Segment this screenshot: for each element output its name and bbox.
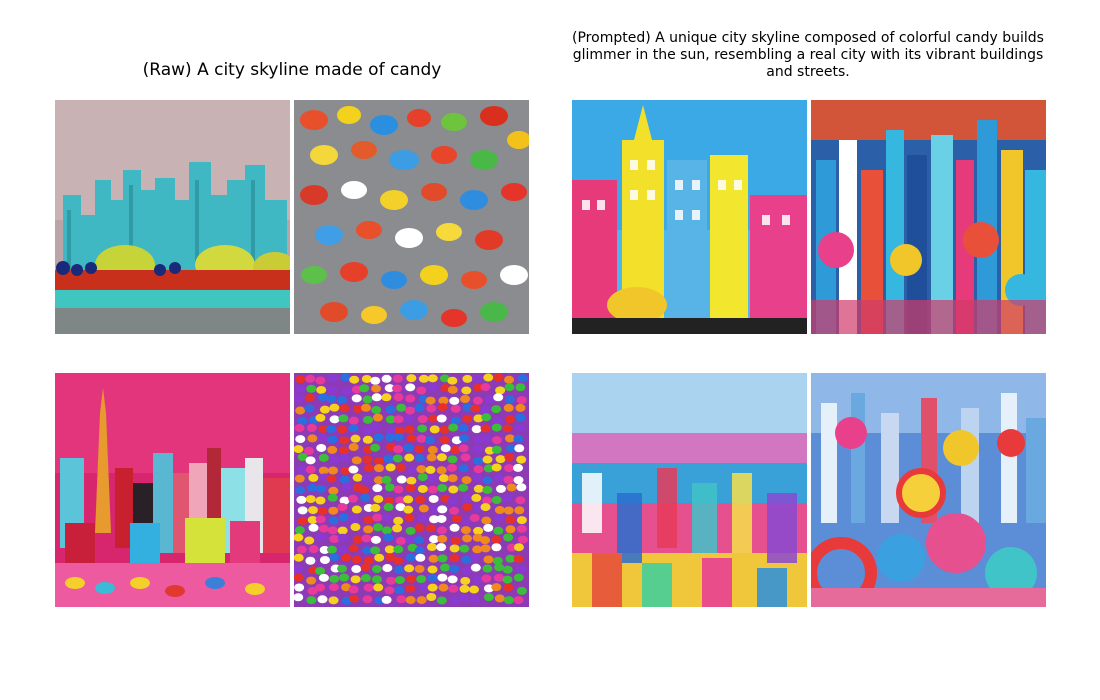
raw-image-2 (294, 100, 529, 334)
prompted-panel-title: (Prompted) A unique city skyline compose… (572, 30, 1044, 80)
raw-panel-title: (Raw) A city skyline made of candy (142, 60, 442, 80)
prompted-image-1 (572, 100, 807, 334)
raw-image-1 (55, 100, 290, 334)
prompted-image-2 (811, 100, 1046, 334)
raw-image-4 (294, 373, 529, 607)
prompted-image-4 (811, 373, 1046, 607)
raw-image-3 (55, 373, 290, 607)
prompted-image-3 (572, 373, 807, 607)
